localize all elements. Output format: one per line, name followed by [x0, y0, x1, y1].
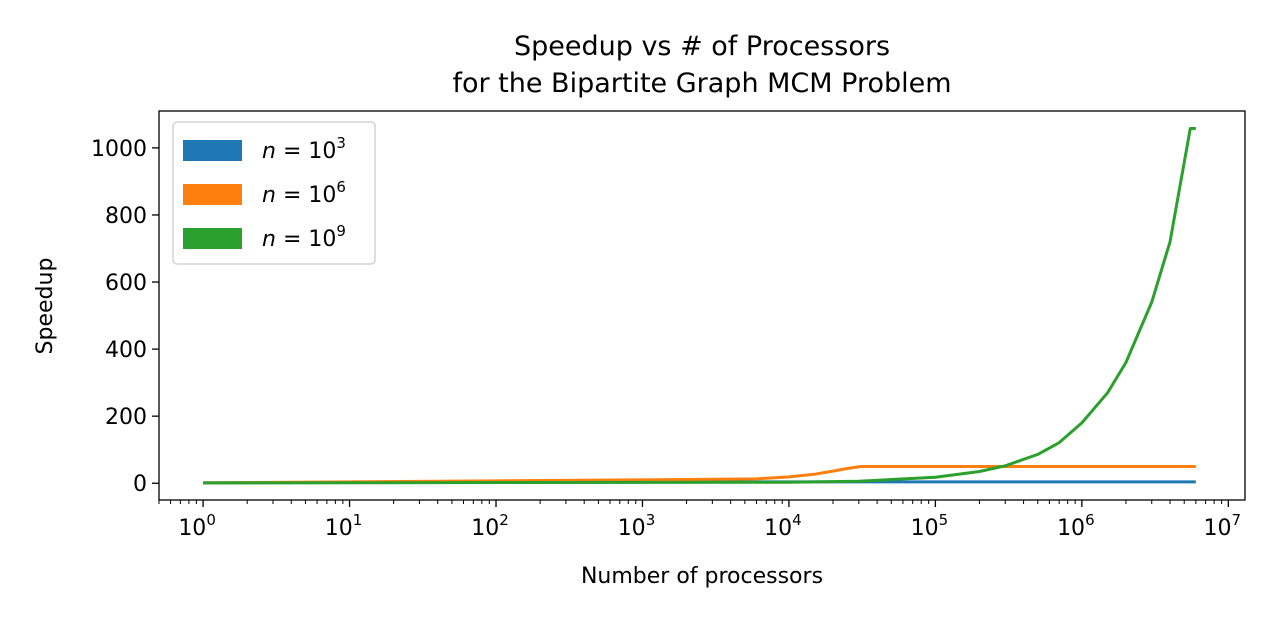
x-tick-label: 102 — [471, 511, 509, 541]
y-tick-label: 600 — [105, 271, 147, 296]
y-tick-label: 1000 — [91, 137, 147, 162]
legend-label-3: n = 109 — [262, 222, 346, 252]
y-axis-label: Speedup — [33, 258, 58, 355]
series-line-3 — [203, 126, 1196, 485]
plot-frame — [158, 110, 1246, 501]
y-axis: 0 200 400 600 800 1000 — [91, 137, 159, 497]
x-axis-label: Number of processors — [581, 564, 823, 589]
x-tick-label: 106 — [1057, 511, 1095, 541]
legend-label-2: n = 106 — [262, 178, 346, 208]
legend-label-1: n = 103 — [262, 134, 346, 164]
legend-swatch-1 — [183, 140, 242, 161]
plot-series — [203, 126, 1196, 485]
chart-title-line-1: Speedup vs # of Processors — [514, 31, 890, 62]
x-tick-label: 107 — [1204, 511, 1242, 541]
legend: n = 103 n = 106 n = 109 — [172, 121, 376, 265]
x-tick-label: 100 — [178, 511, 216, 541]
y-tick-label: 400 — [105, 338, 147, 363]
y-tick-label: 200 — [105, 405, 147, 430]
legend-swatch-2 — [183, 184, 242, 205]
x-tick-label: 105 — [911, 511, 949, 541]
chart-title-line-2: for the Bipartite Graph MCM Problem — [452, 68, 951, 99]
series-line-2 — [203, 464, 1196, 485]
x-tick-label: 104 — [764, 511, 802, 541]
y-tick-label: 0 — [133, 472, 147, 497]
x-tick-label: 103 — [618, 511, 656, 541]
x-tick-label: 101 — [325, 511, 363, 541]
legend-swatch-3 — [183, 228, 242, 249]
y-tick-label: 800 — [105, 204, 147, 229]
x-axis: 100 101 102 103 104 105 106 107 — [158, 500, 1242, 541]
